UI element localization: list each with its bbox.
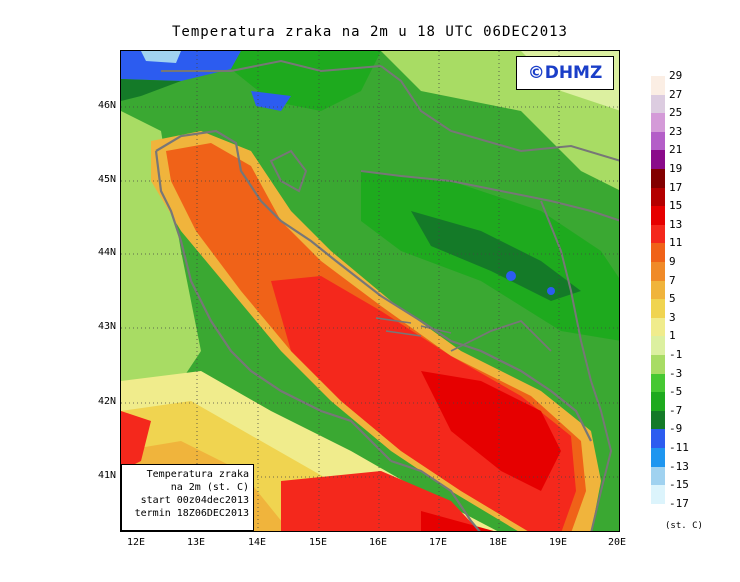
legend-swatch bbox=[651, 150, 665, 169]
legend-swatch bbox=[651, 317, 665, 337]
legend-swatch bbox=[651, 373, 665, 393]
lon-label-19e: 19E bbox=[548, 537, 568, 548]
info-line-4: termin 18Z06DEC2013 bbox=[134, 508, 249, 519]
dhmz-logo: ©DHMZ bbox=[516, 56, 614, 90]
lon-label-18e: 18E bbox=[488, 537, 508, 548]
legend-label: -13 bbox=[669, 459, 689, 473]
legend-label: 23 bbox=[669, 124, 683, 138]
legend-label: 5 bbox=[669, 292, 676, 306]
map-title: Temperatura zraka na 2m u 18 UTC 06DEC20… bbox=[171, 24, 568, 40]
legend-label: 1 bbox=[669, 329, 676, 343]
legend-label: -5 bbox=[669, 385, 683, 399]
legend-label: -1 bbox=[669, 348, 683, 361]
legend-label: 29 bbox=[669, 69, 683, 82]
legend-label: 21 bbox=[669, 143, 683, 157]
legend-swatch bbox=[651, 503, 665, 523]
info-line-3: start 00z04dec2013 bbox=[140, 495, 249, 506]
legend-swatch bbox=[651, 76, 665, 95]
legend-label: 27 bbox=[669, 87, 683, 101]
lat-label-44n: 44N bbox=[97, 247, 116, 258]
legend-label: -17 bbox=[669, 496, 689, 510]
info-box: Temperatura zraka na 2m (st. C) start 00… bbox=[121, 464, 254, 531]
legend-swatch bbox=[651, 94, 665, 114]
lat-label-42n: 42N bbox=[97, 396, 116, 407]
legend-label: 13 bbox=[669, 217, 683, 231]
legend-label: 15 bbox=[669, 199, 683, 213]
legend-label: -9 bbox=[669, 422, 683, 436]
legend-swatch bbox=[651, 392, 665, 411]
lon-label-15e: 15E bbox=[308, 537, 328, 548]
legend-swatch bbox=[651, 485, 665, 504]
legend-swatch bbox=[651, 187, 665, 207]
legend-label: -15 bbox=[669, 478, 689, 492]
legend-swatch bbox=[651, 206, 665, 225]
lon-label-16e: 16E bbox=[368, 537, 388, 548]
legend-label: -11 bbox=[669, 441, 689, 454]
legend-label: 25 bbox=[669, 106, 683, 120]
legend-swatch bbox=[651, 355, 665, 374]
info-line-2: na 2m (st. C) bbox=[170, 482, 249, 493]
legend-label: 17 bbox=[669, 180, 683, 194]
legend-swatch bbox=[651, 410, 665, 430]
legend-swatch bbox=[651, 448, 665, 467]
lat-label-41n: 41N bbox=[97, 470, 116, 481]
temperature-map bbox=[120, 50, 620, 532]
lat-label-45n: 45N bbox=[97, 174, 116, 185]
legend-label: 3 bbox=[669, 310, 676, 324]
lon-label-14e: 14E bbox=[247, 537, 267, 548]
legend-label: 9 bbox=[669, 255, 676, 268]
legend-label: 19 bbox=[669, 162, 683, 175]
lon-label-13e: 13E bbox=[186, 537, 206, 548]
legend-swatch bbox=[651, 243, 665, 262]
legend-swatch bbox=[651, 262, 665, 281]
info-line-1: Temperatura zraka bbox=[146, 469, 249, 480]
legend-swatch bbox=[651, 336, 665, 355]
legend-unit: (st. C) bbox=[665, 521, 703, 531]
legend-swatch bbox=[651, 131, 665, 151]
lon-label-20e: 20E bbox=[607, 537, 627, 548]
legend-swatch bbox=[651, 169, 665, 188]
legend-swatch bbox=[651, 466, 665, 486]
legend-label: -7 bbox=[669, 403, 683, 417]
legend-swatch bbox=[651, 429, 665, 448]
lat-label-46n: 46N bbox=[97, 100, 116, 111]
legend-swatch bbox=[651, 280, 665, 300]
legend-swatch bbox=[651, 224, 665, 244]
legend-swatch bbox=[651, 299, 665, 318]
lat-label-43n: 43N bbox=[97, 321, 116, 332]
lon-label-17e: 17E bbox=[428, 537, 448, 548]
legend-label: 7 bbox=[669, 273, 676, 287]
lon-label-12e: 12E bbox=[126, 537, 146, 548]
legend-label: -3 bbox=[669, 366, 683, 380]
legend-label: 11 bbox=[669, 236, 683, 250]
legend-swatch bbox=[651, 113, 665, 132]
